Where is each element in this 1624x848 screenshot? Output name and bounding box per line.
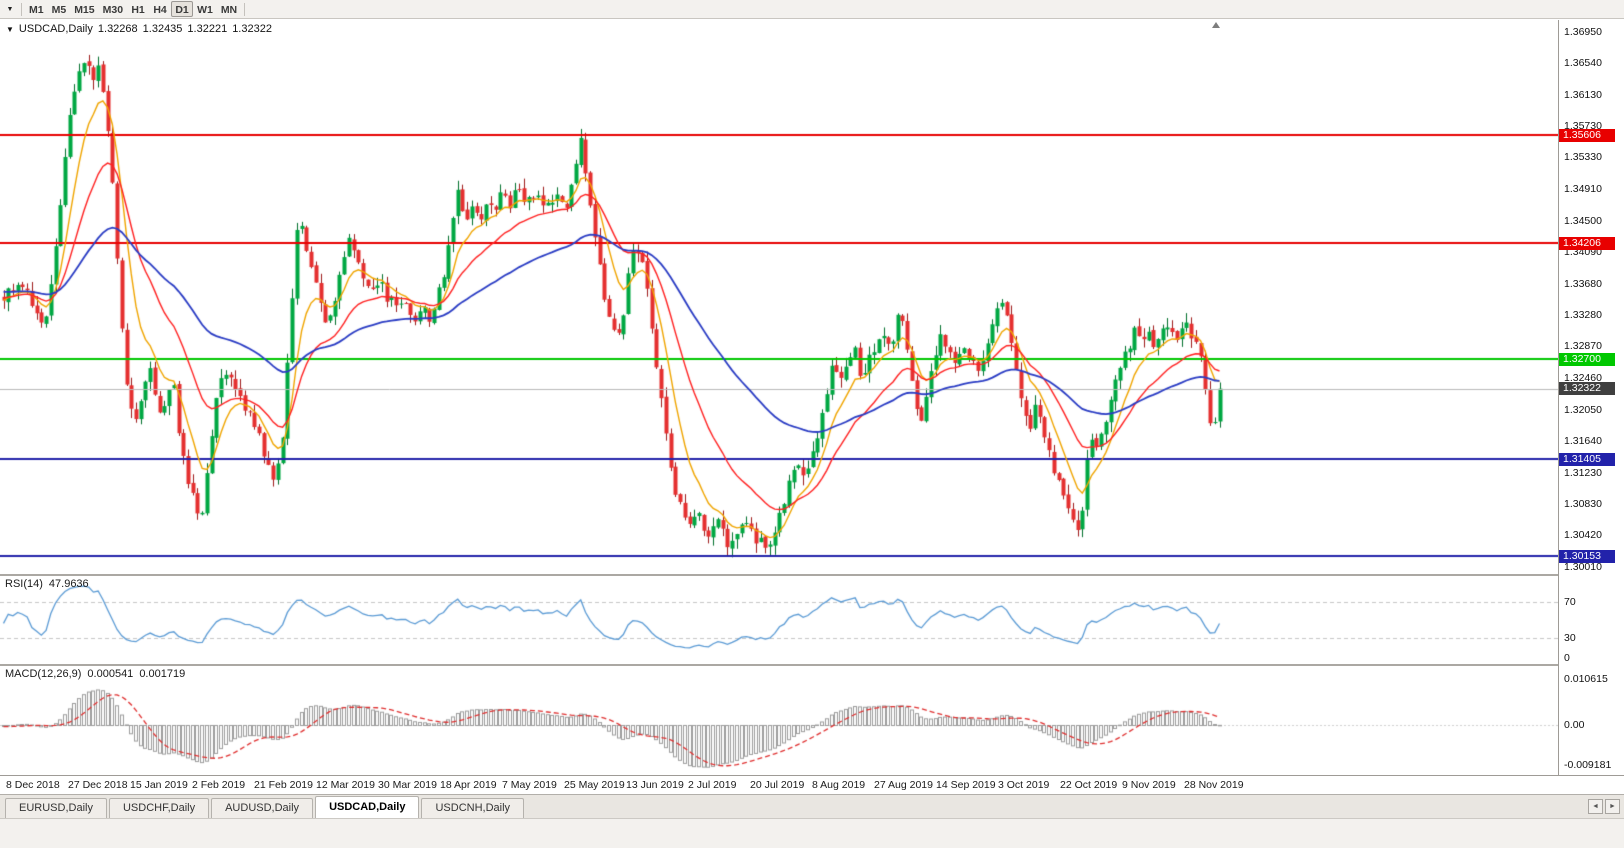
- date-label: 27 Dec 2018: [68, 779, 128, 791]
- ohlc-high: 1.32435: [142, 23, 183, 35]
- macd-title: MACD(12,26,9) 0.000541 0.001719: [5, 668, 185, 680]
- price-line-label: 1.35606: [1559, 128, 1615, 142]
- chart-tab-audusd-daily[interactable]: AUDUSD,Daily: [211, 798, 314, 818]
- price-tick-label: 1.33680: [1564, 277, 1602, 290]
- date-label: 9 Nov 2019: [1122, 779, 1176, 791]
- macd-value-signal: 0.001719: [139, 668, 186, 680]
- price-tick-label: 1.32870: [1564, 340, 1602, 353]
- date-label: 8 Aug 2019: [812, 779, 866, 791]
- tab-scroll-buttons: ◄ ►: [1588, 799, 1620, 814]
- chart-dropdown-icon[interactable]: ▼: [6, 5, 14, 13]
- price-tick-label: 1.34910: [1564, 182, 1602, 195]
- rsi-indicator-canvas[interactable]: [0, 576, 1558, 664]
- price-axis[interactable]: 1.36950 1.36540 1.36130 1.35730 1.35330 1.349…: [1558, 20, 1624, 775]
- rsi-level-label: 70: [1564, 596, 1576, 609]
- timeframe-buttons: M1 M5 M15 M30 H1 H4 D1 W1 MN: [25, 0, 241, 18]
- date-label: 2 Jul 2019: [688, 779, 737, 791]
- price-tick-label: 1.33280: [1564, 308, 1602, 321]
- price-tick-label: 1.32460: [1564, 372, 1602, 385]
- price-line-label: 1.32700: [1559, 352, 1615, 366]
- macd-value-main: 0.000541: [87, 668, 134, 680]
- ohlc-low: 1.32221: [187, 23, 228, 35]
- chart-tab-usdcad-daily[interactable]: USDCAD,Daily: [315, 796, 420, 818]
- rsi-title: RSI(14) 47.9636: [5, 578, 89, 590]
- tab-scroll-right-button[interactable]: ►: [1605, 799, 1620, 814]
- timeframe-button-m1[interactable]: M1: [29, 4, 44, 16]
- chart-shift-marker[interactable]: [1212, 22, 1220, 28]
- rsi-name: RSI(14): [5, 578, 43, 590]
- price-tick-label: 1.31230: [1564, 466, 1602, 479]
- timeframe-button-w1[interactable]: W1: [197, 4, 213, 16]
- price-tick-label: 1.35730: [1564, 119, 1602, 132]
- timeframe-button-m30[interactable]: M30: [102, 4, 124, 16]
- date-label: 30 Mar 2019: [378, 779, 437, 791]
- current-price-label: 1.32322: [1559, 382, 1615, 396]
- date-label: 13 Jun 2019: [626, 779, 684, 791]
- date-label: 3 Oct 2019: [998, 779, 1050, 791]
- date-label: 14 Sep 2019: [936, 779, 996, 791]
- rsi-level-label: 30: [1564, 631, 1576, 644]
- macd-indicator-canvas[interactable]: [0, 666, 1558, 775]
- date-label: 20 Jul 2019: [750, 779, 805, 791]
- price-line-label: 1.31405: [1559, 452, 1615, 466]
- timeframe-button-m15[interactable]: M15: [74, 4, 95, 16]
- chart-tabs-bar: EURUSD,Daily USDCHF,Daily AUDUSD,Daily USDC…: [0, 794, 1624, 818]
- timeframe-button-h4[interactable]: H4: [153, 4, 167, 16]
- macd-scale-label: -0.009181: [1564, 758, 1612, 771]
- price-tick-label: 1.34500: [1564, 214, 1602, 227]
- date-label: 18 Apr 2019: [440, 779, 497, 791]
- price-tick-label: 1.30010: [1564, 561, 1602, 574]
- price-tick-label: 1.36540: [1564, 57, 1602, 70]
- date-label: 22 Oct 2019: [1060, 779, 1118, 791]
- timeframe-button-m5[interactable]: M5: [51, 4, 67, 16]
- timeframe-button-d1[interactable]: D1: [171, 1, 194, 17]
- chart-symbol-label: USDCAD,Daily: [18, 23, 93, 35]
- price-tick-label: 1.31640: [1564, 435, 1602, 448]
- chart-tabs: EURUSD,Daily USDCHF,Daily AUDUSD,Daily USDC…: [5, 796, 525, 818]
- date-label: 28 Nov 2019: [1184, 779, 1244, 791]
- chart-tab-usdcnh-daily[interactable]: USDCNH,Daily: [421, 798, 525, 818]
- date-label: 25 May 2019: [564, 779, 625, 791]
- macd-name: MACD(12,26,9): [5, 668, 82, 680]
- macd-panel-splitter[interactable]: [0, 664, 1624, 666]
- toolbar-separator: [244, 2, 246, 16]
- rsi-value: 47.9636: [48, 578, 89, 590]
- price-tick-label: 1.36950: [1564, 25, 1602, 38]
- date-label: 27 Aug 2019: [874, 779, 933, 791]
- price-tick-label: 1.35330: [1564, 150, 1602, 163]
- date-label: 21 Feb 2019: [254, 779, 313, 791]
- tab-scroll-left-button[interactable]: ◄: [1588, 799, 1603, 814]
- chart-tab-usdchf-daily[interactable]: USDCHF,Daily: [108, 798, 210, 818]
- ohlc-open: 1.32268: [97, 23, 138, 35]
- price-line-label: 1.34206: [1559, 236, 1615, 250]
- status-bar: [0, 818, 1624, 848]
- date-label: 12 Mar 2019: [316, 779, 375, 791]
- time-axis[interactable]: 8 Dec 2018 27 Dec 2018 15 Jan 2019 2 Feb 20…: [0, 775, 1624, 794]
- rsi-level-label: 0: [1564, 652, 1570, 664]
- toolbar-separator: [21, 2, 22, 16]
- price-tick-label: 1.36130: [1564, 88, 1602, 101]
- date-label: 2 Feb 2019: [192, 779, 246, 791]
- price-tick-label: 1.30830: [1564, 497, 1602, 510]
- price-chart-canvas[interactable]: [0, 20, 1558, 574]
- timeframe-button-h1[interactable]: H1: [131, 4, 145, 16]
- date-label: 7 May 2019: [502, 779, 557, 791]
- chart-tab-eurusd-daily[interactable]: EURUSD,Daily: [5, 798, 107, 818]
- one-click-trading-arrow-icon[interactable]: ▼: [6, 24, 14, 34]
- date-label: 8 Dec 2018: [6, 779, 60, 791]
- timeframe-button-mn[interactable]: MN: [220, 4, 238, 16]
- ohlc-close: 1.32322: [232, 23, 272, 35]
- price-tick-label: 1.32050: [1564, 403, 1602, 416]
- rsi-panel-splitter[interactable]: [0, 574, 1624, 576]
- timeframe-toolbar: ▼ M1 M5 M15 M30 H1 H4 D1 W1 MN: [0, 0, 1624, 19]
- macd-scale-label: 0.010615: [1564, 672, 1608, 685]
- date-label: 15 Jan 2019: [130, 779, 188, 791]
- chart-title: ▼ USDCAD,Daily 1.32268 1.32435 1.32221 1…: [6, 23, 272, 35]
- macd-scale-label: 0.00: [1564, 718, 1585, 731]
- price-tick-label: 1.30420: [1564, 529, 1602, 542]
- price-line-label: 1.30153: [1559, 549, 1615, 563]
